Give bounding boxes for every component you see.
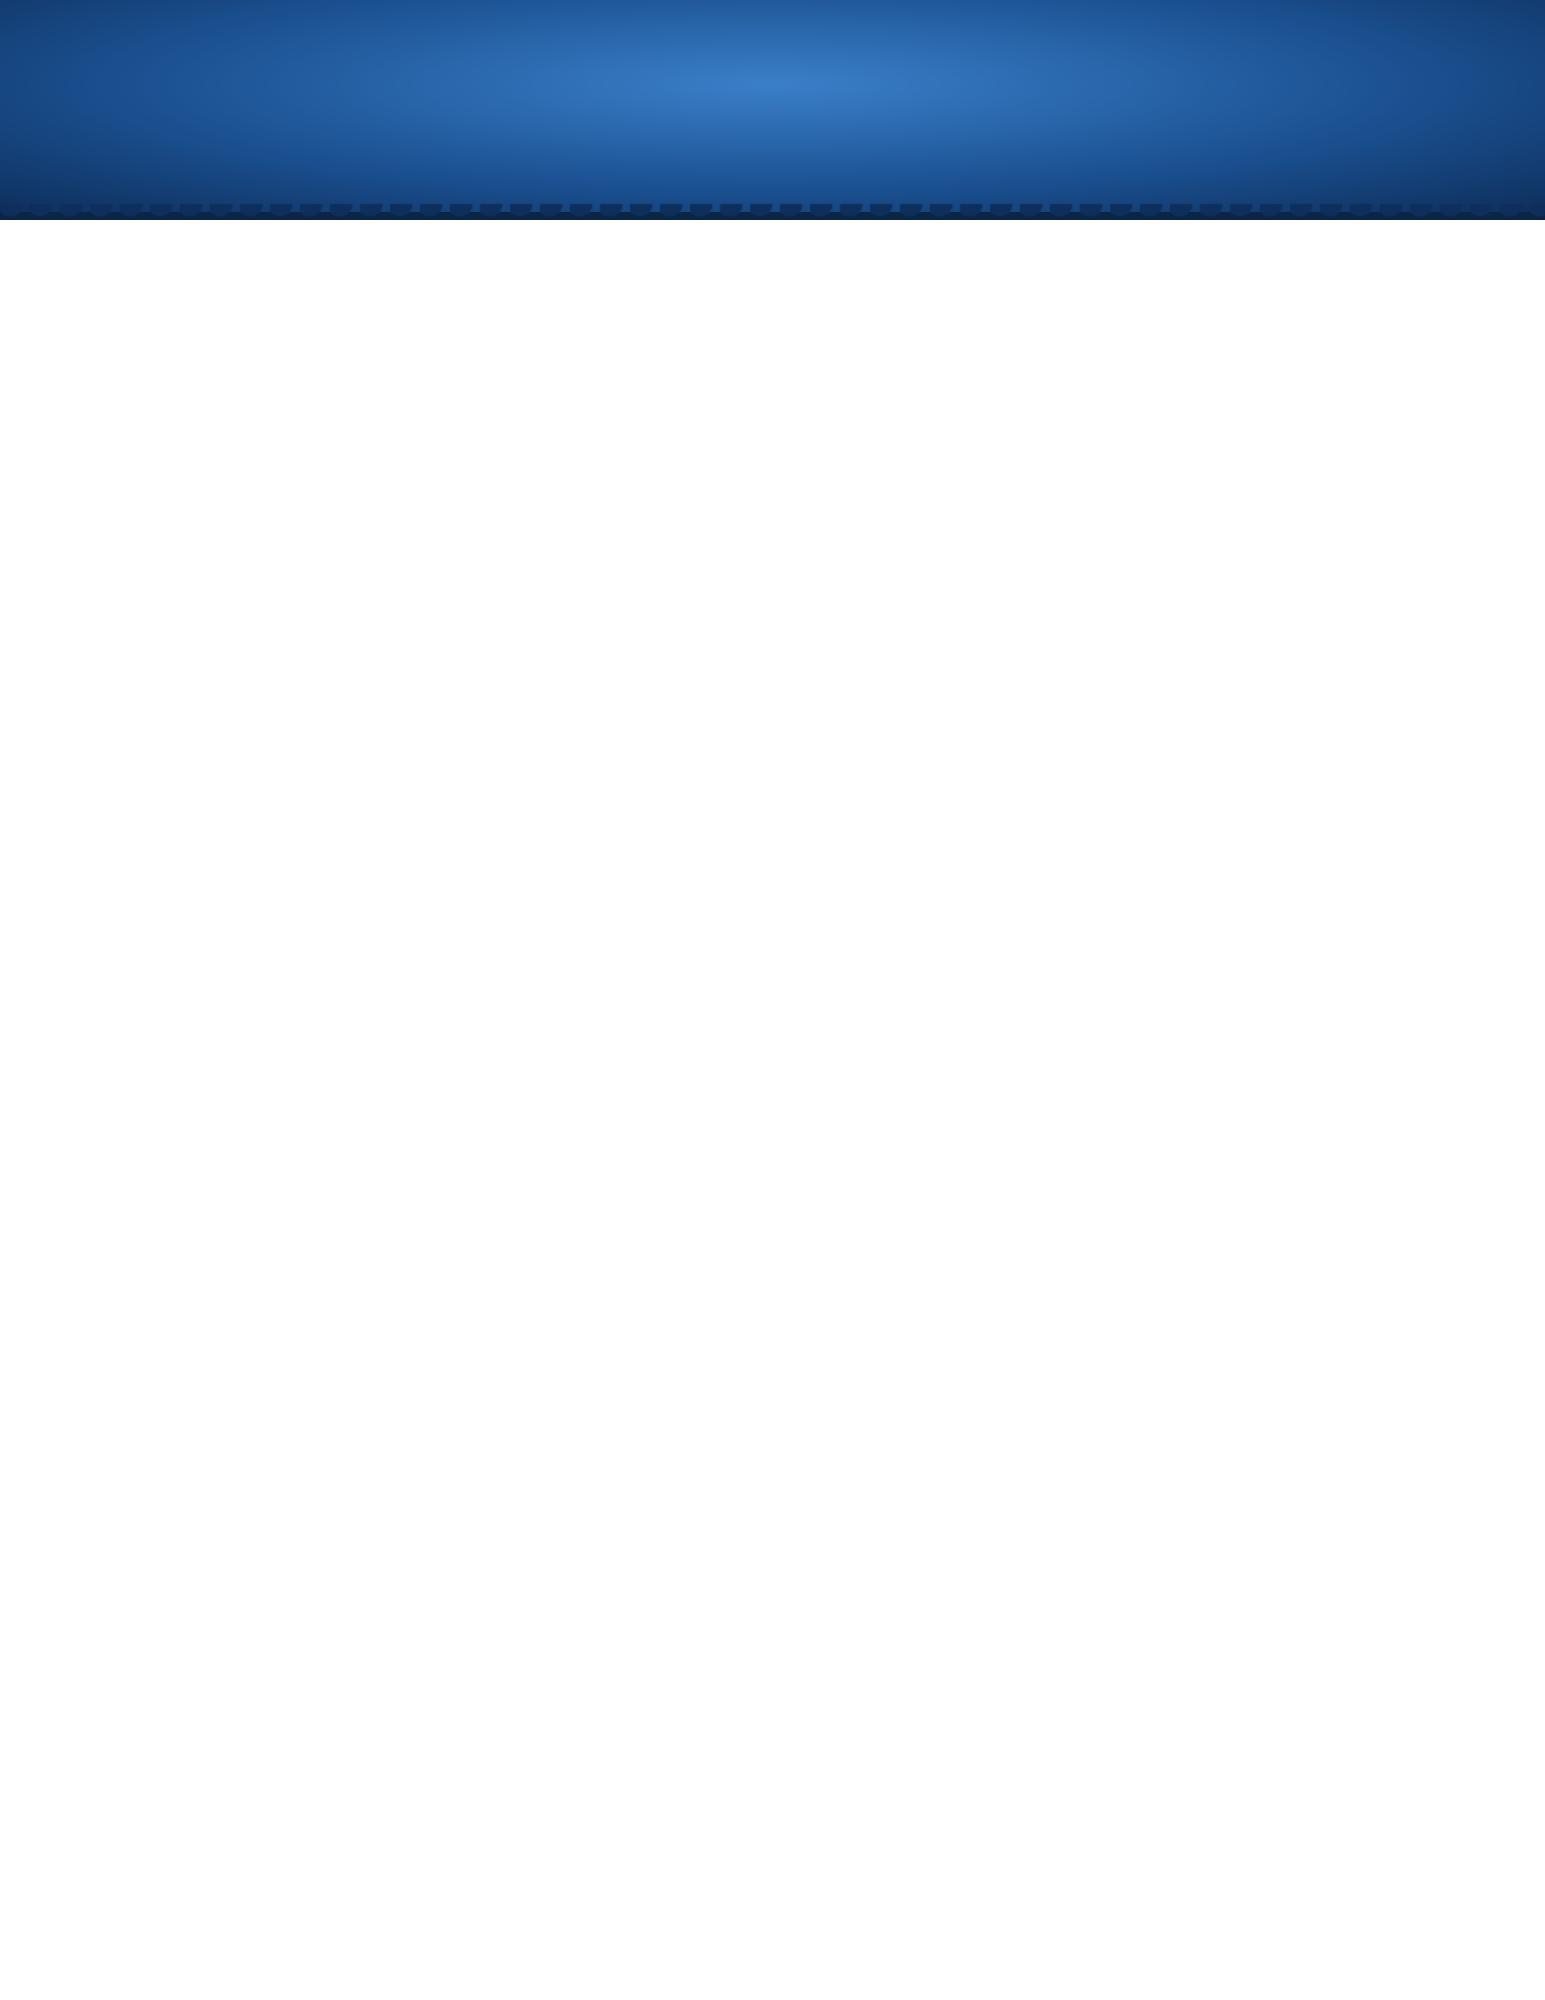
tables-container <box>0 220 1545 326</box>
page-header <box>0 0 1545 220</box>
